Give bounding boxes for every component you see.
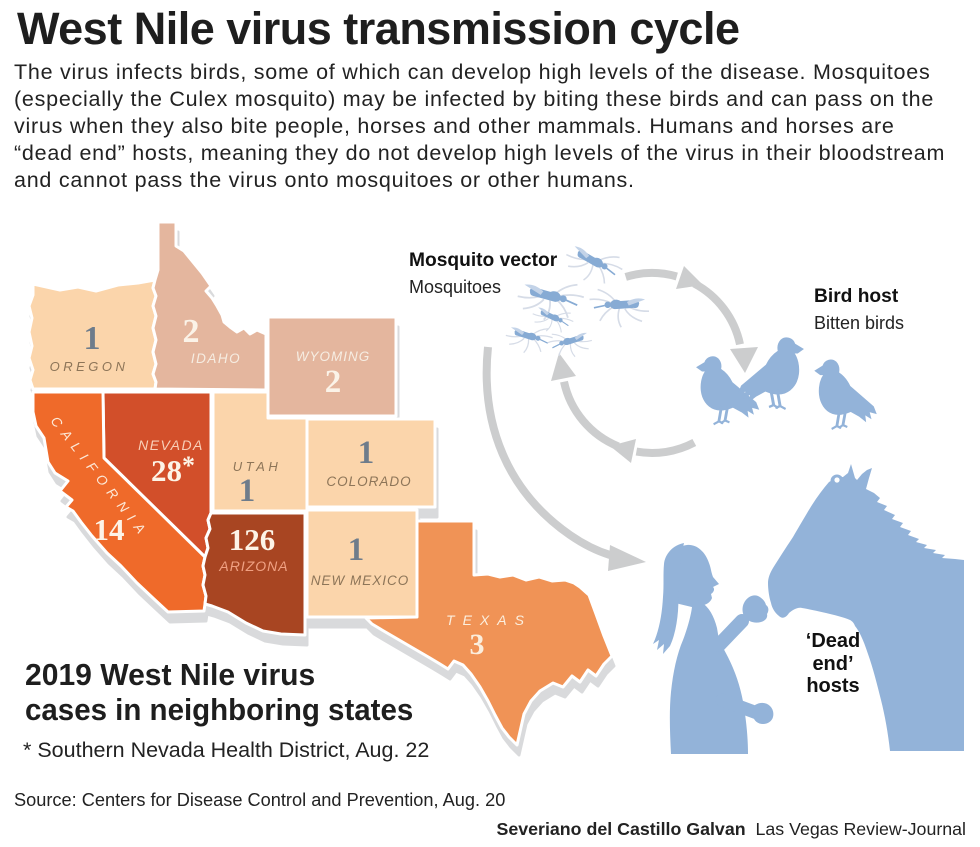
svg-text:ARIZONA: ARIZONA [218,558,288,574]
svg-text:COLORADO: COLORADO [326,474,411,489]
svg-text:NEW MEXICO: NEW MEXICO [311,573,410,588]
svg-text:1: 1 [84,320,101,357]
svg-text:126: 126 [229,522,276,557]
svg-text:3: 3 [470,628,485,661]
svg-text:2: 2 [325,364,342,400]
svg-text:UTAH: UTAH [233,459,281,474]
svg-text:1: 1 [358,435,375,471]
svg-text:1: 1 [348,532,365,568]
svg-text:NEVADA: NEVADA [138,437,204,453]
svg-text:WYOMING: WYOMING [296,349,371,364]
svg-text:TEXAS: TEXAS [446,612,532,628]
svg-text:14: 14 [94,512,125,547]
svg-text:28*: 28* [151,451,195,488]
svg-text:IDAHO: IDAHO [191,351,241,366]
svg-text:1: 1 [239,473,256,509]
svg-text:OREGON: OREGON [50,359,129,374]
svg-text:2: 2 [183,313,200,350]
